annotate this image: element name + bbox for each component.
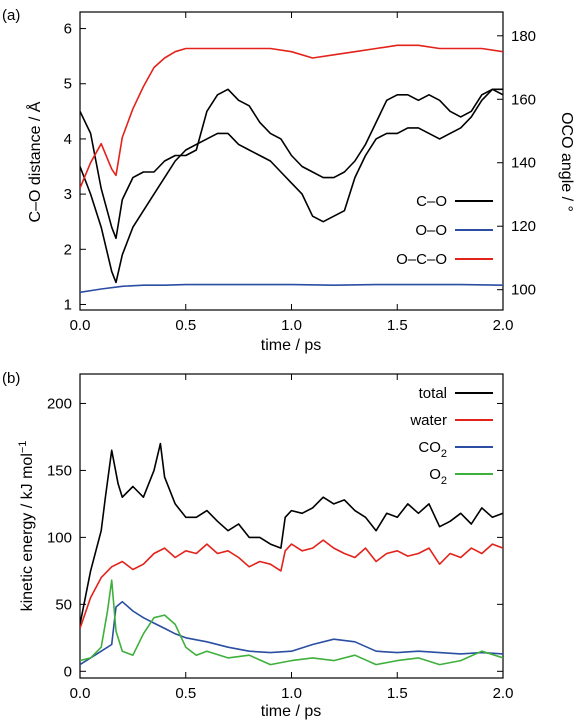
panel-a-series-group bbox=[80, 44, 503, 294]
x-tick-label: 1.0 bbox=[281, 685, 302, 702]
panel-a-y2-ticks: 100 120 140 160 180 bbox=[497, 28, 536, 299]
x-tick-label: 0.0 bbox=[70, 317, 91, 334]
legend-label: O2 bbox=[429, 466, 447, 487]
legend-label: water bbox=[409, 412, 447, 429]
panel-a-y2-axis-label: OCO angle / ° bbox=[558, 112, 575, 212]
legend-label: total bbox=[419, 385, 447, 402]
legend-item: total bbox=[419, 385, 493, 402]
panel-a-x-ticks: 0.0 0.5 1.0 1.5 2.0 bbox=[70, 12, 514, 334]
panel-b-x-ticks: 0.0 0.5 1.0 1.5 2.0 bbox=[70, 374, 514, 702]
y-tick-label: 50 bbox=[55, 596, 72, 613]
panel-b-y-ticks: 0 50 100 150 200 bbox=[47, 395, 503, 680]
legend-item: O2 bbox=[429, 466, 493, 487]
series-line-c-o-1 bbox=[80, 88, 503, 284]
y-tick-label: 150 bbox=[47, 462, 72, 479]
series-line-c-o-0 bbox=[80, 88, 503, 240]
legend-label-sub: 2 bbox=[441, 448, 447, 460]
y-tick-label: 5 bbox=[64, 76, 72, 93]
y-tick-label: 2 bbox=[64, 241, 72, 258]
y2-tick-label: 140 bbox=[511, 155, 536, 172]
x-tick-label: 2.0 bbox=[493, 685, 514, 702]
series-line-total-0 bbox=[80, 442, 503, 625]
legend-item: water bbox=[409, 412, 493, 429]
series-line-water-1 bbox=[80, 539, 503, 629]
legend-label: O–O bbox=[415, 222, 447, 239]
x-tick-label: 0.5 bbox=[175, 317, 196, 334]
legend-item: O–C–O bbox=[396, 251, 493, 268]
legend-label-sub: 2 bbox=[441, 475, 447, 487]
legend-item: C–O bbox=[416, 193, 493, 210]
y-tick-label: 1 bbox=[64, 296, 72, 313]
series-line-o-c-o-3 bbox=[80, 44, 503, 189]
y-tick-label: 100 bbox=[47, 529, 72, 546]
panel-a-y-ticks: 1 2 3 4 5 6 bbox=[64, 21, 86, 313]
y-tick-label: 200 bbox=[47, 395, 72, 412]
series-line-co2-2 bbox=[80, 600, 503, 666]
legend-label: O–C–O bbox=[396, 251, 447, 268]
x-tick-label: 0.5 bbox=[175, 685, 196, 702]
legend-item: CO2 bbox=[418, 439, 493, 460]
x-tick-label: 1.5 bbox=[387, 317, 408, 334]
y2-tick-label: 120 bbox=[511, 218, 536, 235]
x-tick-label: 2.0 bbox=[493, 317, 514, 334]
panel-b-series-group bbox=[80, 442, 503, 666]
panel-a-legend: C–O O–O O–C–O bbox=[396, 193, 493, 268]
legend-label: CO2 bbox=[418, 439, 447, 460]
x-tick-label: 0.0 bbox=[70, 685, 91, 702]
panel-a-x-axis-label: time / ps bbox=[261, 337, 321, 354]
panel-b-x-axis-label: time / ps bbox=[261, 703, 321, 720]
y-tick-label: 6 bbox=[64, 21, 72, 38]
y2-tick-label: 180 bbox=[511, 28, 536, 45]
legend-label: C–O bbox=[416, 193, 447, 210]
panel-b: (b) 0.0 0.5 1.0 1.5 2.0 0 50 100 150 200 time / … bbox=[2, 370, 513, 720]
legend-label-main: O bbox=[429, 466, 441, 483]
y-tick-label: 0 bbox=[64, 663, 72, 680]
legend-label-main: CO bbox=[418, 439, 441, 456]
series-line-o2-3 bbox=[80, 579, 503, 666]
panel-b-label: (b) bbox=[2, 370, 20, 387]
x-tick-label: 1.5 bbox=[387, 685, 408, 702]
y2-tick-label: 160 bbox=[511, 91, 536, 108]
y-tick-label: 4 bbox=[64, 131, 72, 148]
panel-b-y-axis-label-sup: −1 bbox=[17, 441, 29, 454]
x-tick-label: 1.0 bbox=[281, 317, 302, 334]
panel-a-label: (a) bbox=[2, 7, 20, 24]
legend-item: O–O bbox=[415, 222, 493, 239]
series-line-o-o-2 bbox=[80, 283, 503, 294]
panel-a-y-axis-label: C–O distance / Å bbox=[25, 101, 44, 222]
panel-b-y-axis-label: kinetic energy / kJ mol−1 bbox=[17, 441, 36, 612]
y2-tick-label: 100 bbox=[511, 282, 536, 299]
y-tick-label: 3 bbox=[64, 186, 72, 203]
panel-b-y-axis-label-main: kinetic energy / kJ mol bbox=[19, 453, 36, 611]
